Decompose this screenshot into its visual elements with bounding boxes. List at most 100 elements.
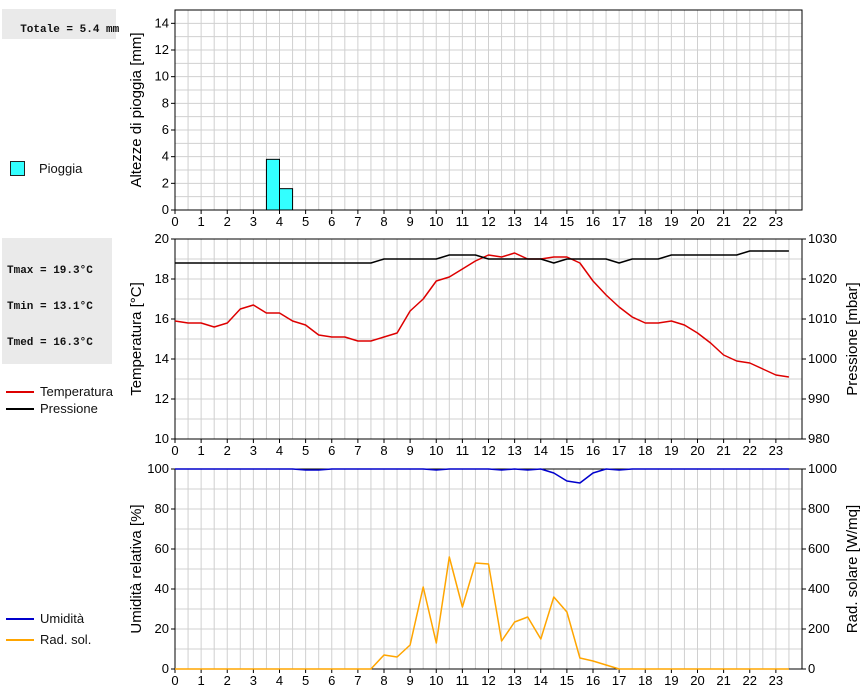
legend-pressure: Pressione (6, 401, 98, 416)
x-tick-label: 3 (250, 214, 257, 229)
x-tick-label: 15 (560, 673, 574, 688)
rain-bar (279, 188, 294, 211)
x-tick-label: 22 (743, 443, 757, 458)
x-tick-label: 14 (534, 443, 548, 458)
legend-humidity-label: Umidità (40, 611, 85, 626)
tmax-text: Tmax = 19.3°C (7, 265, 93, 277)
y-right-tick-label: 1020 (808, 271, 837, 286)
y-tick-label: 0 (162, 661, 169, 676)
radiation-line (175, 556, 789, 670)
x-tick-label: 6 (328, 214, 335, 229)
y-tick-label: 4 (162, 149, 169, 164)
y-axis-label: Umidità relativa [%] (128, 504, 145, 633)
x-tick-label: 20 (690, 443, 704, 458)
y-tick-label: 20 (155, 621, 169, 636)
x-tick-label: 21 (716, 443, 730, 458)
x-tick-label: 17 (612, 443, 626, 458)
x-tick-label: 5 (302, 443, 309, 458)
y-tick-label: 60 (155, 541, 169, 556)
legend-temperature-line (6, 390, 34, 393)
y-right-axis-label: Rad. solare [W/mq] (844, 505, 860, 633)
x-tick-label: 8 (380, 214, 387, 229)
x-tick-label: 13 (507, 214, 521, 229)
rain-total-box: Totale = 5.4 mm (2, 9, 119, 39)
x-tick-label: 8 (380, 673, 387, 688)
x-tick-label: 10 (429, 214, 443, 229)
legend-radiation: Rad. sol. (6, 632, 91, 647)
y-right-tick-label: 1000 (808, 461, 837, 476)
y-right-tick-label: 200 (808, 621, 830, 636)
x-tick-label: 2 (224, 214, 231, 229)
x-tick-label: 4 (276, 214, 283, 229)
x-tick-label: 23 (769, 443, 783, 458)
legend-pressure-line (6, 407, 34, 410)
x-tick-label: 5 (302, 214, 309, 229)
x-tick-label: 14 (534, 673, 548, 688)
x-tick-label: 12 (481, 443, 495, 458)
x-tick-label: 1 (198, 443, 205, 458)
x-tick-label: 22 (743, 673, 757, 688)
x-tick-label: 15 (560, 214, 574, 229)
y-right-tick-label: 1030 (808, 231, 837, 246)
y-right-tick-label: 0 (808, 661, 815, 676)
x-tick-label: 19 (664, 673, 678, 688)
x-tick-label: 12 (481, 214, 495, 229)
y-tick-label: 14 (155, 15, 169, 30)
y-tick-label: 40 (155, 581, 169, 596)
legend-humidity-line (6, 617, 34, 620)
x-tick-label: 22 (743, 214, 757, 229)
x-tick-label: 18 (638, 443, 652, 458)
x-tick-label: 8 (380, 443, 387, 458)
x-tick-label: 16 (586, 443, 600, 458)
x-tick-label: 6 (328, 443, 335, 458)
y-tick-label: 80 (155, 501, 169, 516)
y-tick-label: 2 (162, 175, 169, 190)
y-tick-label: 100 (147, 461, 169, 476)
x-tick-label: 21 (716, 673, 730, 688)
y-tick-label: 18 (155, 271, 169, 286)
y-tick-label: 20 (155, 231, 169, 246)
x-tick-label: 1 (198, 214, 205, 229)
x-tick-label: 18 (638, 214, 652, 229)
legend-rain-label: Pioggia (39, 161, 83, 176)
x-tick-label: 0 (171, 673, 178, 688)
legend-temperature: Temperatura (6, 384, 113, 399)
y-axis-label: Altezze di pioggia [mm] (128, 32, 145, 187)
tmed-text: Tmed = 16.3°C (7, 337, 93, 349)
x-tick-label: 19 (664, 443, 678, 458)
x-tick-label: 0 (171, 214, 178, 229)
humidity-line (175, 468, 789, 484)
x-tick-label: 12 (481, 673, 495, 688)
legend-radiation-label: Rad. sol. (40, 632, 92, 647)
temperature-line (174, 252, 790, 378)
x-tick-label: 16 (586, 673, 600, 688)
x-tick-label: 1 (198, 673, 205, 688)
x-tick-label: 10 (429, 443, 443, 458)
x-tick-label: 9 (407, 443, 414, 458)
x-tick-label: 20 (690, 673, 704, 688)
y-tick-label: 12 (155, 42, 169, 57)
x-tick-label: 19 (664, 214, 678, 229)
legend-temperature-label: Temperatura (40, 384, 113, 399)
y-tick-label: 12 (155, 391, 169, 406)
x-tick-label: 17 (612, 673, 626, 688)
y-right-tick-label: 1000 (808, 351, 837, 366)
y-right-tick-label: 800 (808, 501, 830, 516)
x-tick-label: 21 (716, 214, 730, 229)
x-tick-label: 6 (328, 673, 335, 688)
x-tick-label: 23 (769, 673, 783, 688)
x-tick-label: 9 (407, 214, 414, 229)
y-right-axis-label: Pressione [mbar] (844, 282, 860, 395)
y-tick-label: 10 (155, 431, 169, 446)
x-tick-label: 4 (276, 673, 283, 688)
y-axis-label: Temperatura [°C] (128, 282, 145, 396)
legend-rain-swatch (10, 161, 25, 176)
x-tick-label: 4 (276, 443, 283, 458)
y-tick-label: 6 (162, 122, 169, 137)
y-tick-label: 8 (162, 95, 169, 110)
legend-humidity: Umidità (6, 611, 84, 626)
x-tick-label: 18 (638, 673, 652, 688)
tmin-text: Tmin = 13.1°C (7, 301, 93, 313)
x-tick-label: 2 (224, 443, 231, 458)
